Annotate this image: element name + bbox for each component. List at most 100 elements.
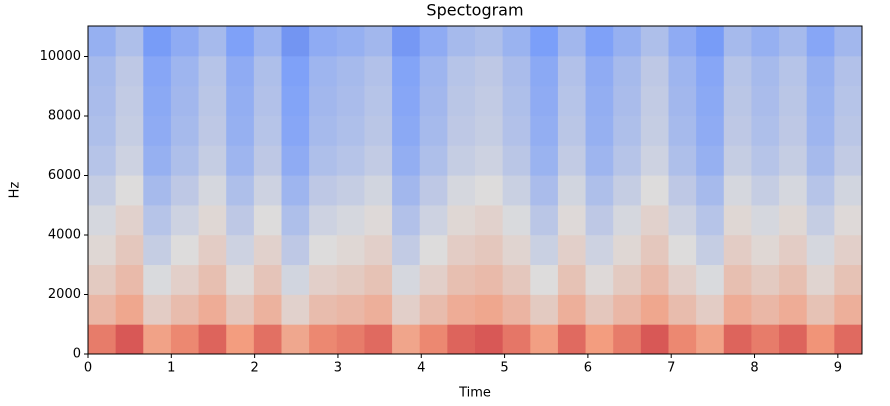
cell — [115, 264, 144, 295]
cell — [143, 115, 172, 146]
cell — [115, 55, 144, 87]
cell — [502, 175, 531, 206]
cell — [143, 85, 172, 116]
cell — [226, 85, 255, 116]
cell — [447, 26, 476, 57]
cell — [502, 115, 531, 146]
cell — [585, 294, 614, 325]
cell — [253, 55, 282, 87]
cell — [143, 145, 172, 176]
cell — [723, 55, 752, 87]
cell — [170, 175, 200, 206]
cell — [779, 234, 808, 266]
cell — [392, 85, 421, 116]
cell — [419, 145, 448, 176]
cell — [640, 204, 669, 236]
cell — [668, 145, 697, 176]
cell — [88, 204, 117, 236]
cell — [475, 175, 504, 206]
y-axis-label: Hz — [8, 182, 23, 199]
cell — [585, 324, 614, 355]
cell — [613, 324, 642, 355]
chart-title: Spectogram — [426, 1, 523, 20]
cell — [253, 145, 282, 176]
cell — [115, 85, 144, 116]
cell — [751, 234, 780, 266]
cell — [364, 85, 393, 116]
cell — [447, 175, 476, 206]
cell — [640, 234, 669, 266]
cell — [447, 115, 476, 146]
cell — [530, 175, 559, 206]
cell — [143, 324, 172, 355]
cell — [309, 26, 338, 57]
cell — [115, 26, 144, 57]
cell — [613, 264, 642, 295]
cell — [309, 204, 338, 236]
cell — [253, 115, 282, 146]
cell — [585, 26, 614, 57]
cell — [336, 55, 365, 87]
x-tick-label: 4 — [417, 361, 425, 376]
cell — [751, 145, 780, 176]
cell — [88, 175, 117, 206]
cell — [834, 115, 863, 146]
y-tick-label: 6000 — [48, 168, 81, 183]
cell — [281, 55, 310, 87]
cell — [336, 145, 365, 176]
cell — [253, 294, 282, 325]
cell — [309, 175, 338, 206]
cell — [226, 204, 255, 236]
cell — [336, 324, 365, 355]
cell — [309, 115, 338, 146]
cell — [585, 204, 614, 236]
cell — [723, 324, 752, 355]
y-tick-label: 8000 — [48, 108, 81, 123]
y-tick-label: 10000 — [40, 49, 81, 64]
cell — [613, 26, 642, 57]
cell — [502, 294, 531, 325]
cell — [392, 145, 421, 176]
cell — [751, 175, 780, 206]
cell — [557, 324, 587, 355]
cell — [88, 294, 117, 325]
cell — [806, 115, 835, 146]
cell — [253, 234, 282, 266]
cell — [226, 115, 255, 146]
cell — [143, 204, 172, 236]
cell — [392, 234, 421, 266]
cell — [640, 55, 669, 87]
cell — [392, 324, 421, 355]
cell — [696, 234, 725, 266]
cell — [447, 204, 476, 236]
cell — [696, 264, 725, 295]
axes: 0 1 2 3 4 5 6 7 8 9 0 2000 4000 6000 8000 10000 — [40, 25, 863, 376]
cell — [281, 175, 310, 206]
cell — [751, 264, 780, 295]
cell — [723, 145, 752, 176]
cell — [475, 204, 504, 236]
cell — [557, 294, 587, 325]
cell — [475, 55, 504, 87]
cell — [88, 85, 117, 116]
cell — [779, 264, 808, 295]
cell — [364, 145, 393, 176]
cell — [170, 234, 200, 266]
cell — [198, 85, 227, 116]
cell — [336, 85, 365, 116]
y-tick-label: 2000 — [48, 287, 81, 302]
cell — [419, 55, 448, 87]
cell — [198, 145, 227, 176]
cell — [557, 26, 587, 57]
cell — [336, 26, 365, 57]
cell — [557, 264, 587, 295]
cell — [668, 55, 697, 87]
heatmap — [88, 26, 863, 355]
cell — [530, 55, 559, 87]
cell — [170, 55, 200, 87]
cell — [364, 55, 393, 87]
cell — [640, 115, 669, 146]
cell — [585, 85, 614, 116]
cell — [834, 26, 863, 57]
